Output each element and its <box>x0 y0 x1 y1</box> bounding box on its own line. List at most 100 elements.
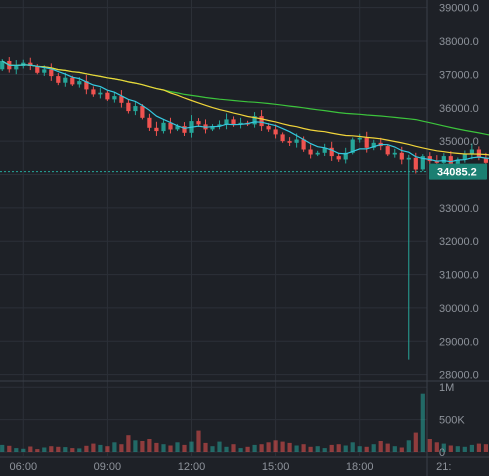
candle-body[interactable] <box>140 106 145 118</box>
candle-body[interactable] <box>259 116 264 127</box>
candle-body[interactable] <box>42 69 47 73</box>
candle-body[interactable] <box>343 152 348 160</box>
candle-body[interactable] <box>35 66 40 73</box>
candle-body[interactable] <box>168 122 173 130</box>
candle-body[interactable] <box>196 121 201 125</box>
volume-bar <box>462 446 467 452</box>
candle-body[interactable] <box>63 77 68 83</box>
volume-bar <box>378 441 383 452</box>
candle-body[interactable] <box>329 147 334 157</box>
candle-body[interactable] <box>469 149 474 155</box>
volume-bar <box>427 439 432 452</box>
candle-body[interactable] <box>105 92 110 100</box>
volume-bar <box>231 444 236 452</box>
candle-body[interactable] <box>483 157 488 163</box>
candle-body[interactable] <box>112 96 117 100</box>
volume-bar <box>182 444 187 452</box>
price-axis-label: 28000.0 <box>439 370 479 382</box>
volume-bar <box>280 441 285 452</box>
candle-body[interactable] <box>448 156 453 165</box>
candle-body[interactable] <box>420 156 425 170</box>
candle-body[interactable] <box>77 81 82 85</box>
volume-bar <box>483 444 488 452</box>
volume-bar <box>329 444 334 452</box>
volume-bar <box>56 446 61 452</box>
candle-body[interactable] <box>350 139 355 153</box>
candle-body[interactable] <box>161 122 166 132</box>
candle-body[interactable] <box>462 154 467 160</box>
volume-bar <box>126 435 131 452</box>
candle-body[interactable] <box>182 126 187 133</box>
candle-body[interactable] <box>56 76 61 83</box>
volume-bar <box>364 446 369 452</box>
candle-body[interactable] <box>84 81 89 90</box>
candle-body[interactable] <box>210 126 215 130</box>
candle-body[interactable] <box>427 156 432 162</box>
candle-body[interactable] <box>294 139 299 143</box>
candle-body[interactable] <box>392 152 397 155</box>
candle-body[interactable] <box>301 139 306 150</box>
candle-body[interactable] <box>91 89 96 95</box>
time-axis-label: 15:00 <box>262 461 290 473</box>
candle-body[interactable] <box>315 152 320 155</box>
price-axis-label: 35000.0 <box>439 136 479 148</box>
volume-bar <box>133 440 138 452</box>
candle-body[interactable] <box>273 129 278 135</box>
volume-bar <box>217 441 222 452</box>
volume-bar <box>315 446 320 452</box>
candle-body[interactable] <box>280 134 285 142</box>
time-axis-label: 12:00 <box>178 461 206 473</box>
candle-body[interactable] <box>406 157 411 160</box>
candle-body[interactable] <box>133 106 138 112</box>
volume-bar <box>0 444 5 452</box>
volume-bar <box>84 445 89 452</box>
candle-body[interactable] <box>308 149 313 155</box>
price-axis-label: 33000.0 <box>439 203 479 215</box>
volume-bar <box>406 440 411 452</box>
candle-body[interactable] <box>371 142 376 148</box>
candle-body[interactable] <box>231 119 236 125</box>
candle-body[interactable] <box>322 147 327 153</box>
candle-body[interactable] <box>154 127 159 132</box>
candle-body[interactable] <box>441 156 446 163</box>
candle-body[interactable] <box>217 124 222 127</box>
candle-body[interactable] <box>119 96 124 103</box>
candle-body[interactable] <box>28 62 33 66</box>
candle-body[interactable] <box>413 157 418 170</box>
candle-body[interactable] <box>98 92 103 95</box>
volume-bar <box>273 440 278 452</box>
candle-body[interactable] <box>70 77 75 85</box>
candle-body[interactable] <box>252 116 257 125</box>
volume-bar <box>14 448 19 452</box>
candle-body[interactable] <box>287 141 292 143</box>
volume-bar <box>350 442 355 452</box>
time-axis-label: 21: <box>436 461 451 473</box>
time-axis-label: 09:00 <box>94 461 122 473</box>
candle-body[interactable] <box>126 102 131 112</box>
candle-body[interactable] <box>238 122 243 125</box>
candle-body[interactable] <box>49 69 54 77</box>
candle-body[interactable] <box>175 126 180 130</box>
volume-bar <box>245 446 250 452</box>
candle-body[interactable] <box>336 156 341 160</box>
volume-bar <box>154 442 159 452</box>
volume-bar <box>259 444 264 452</box>
candle-body[interactable] <box>399 152 404 160</box>
volume-bar <box>28 446 33 452</box>
candle-body[interactable] <box>266 126 271 130</box>
candle-body[interactable] <box>147 117 152 128</box>
volume-bar <box>70 448 75 452</box>
candle-body[interactable] <box>0 61 5 70</box>
volume-bar <box>287 442 292 452</box>
volume-bar <box>49 446 54 452</box>
candle-body[interactable] <box>364 137 369 148</box>
candle-body[interactable] <box>455 159 460 165</box>
candle-body[interactable] <box>434 161 439 163</box>
candle-body[interactable] <box>357 137 362 140</box>
candle-body[interactable] <box>385 146 390 155</box>
candle-body[interactable] <box>14 66 19 70</box>
candle-body[interactable] <box>224 119 229 125</box>
last-price-tag <box>429 163 487 180</box>
